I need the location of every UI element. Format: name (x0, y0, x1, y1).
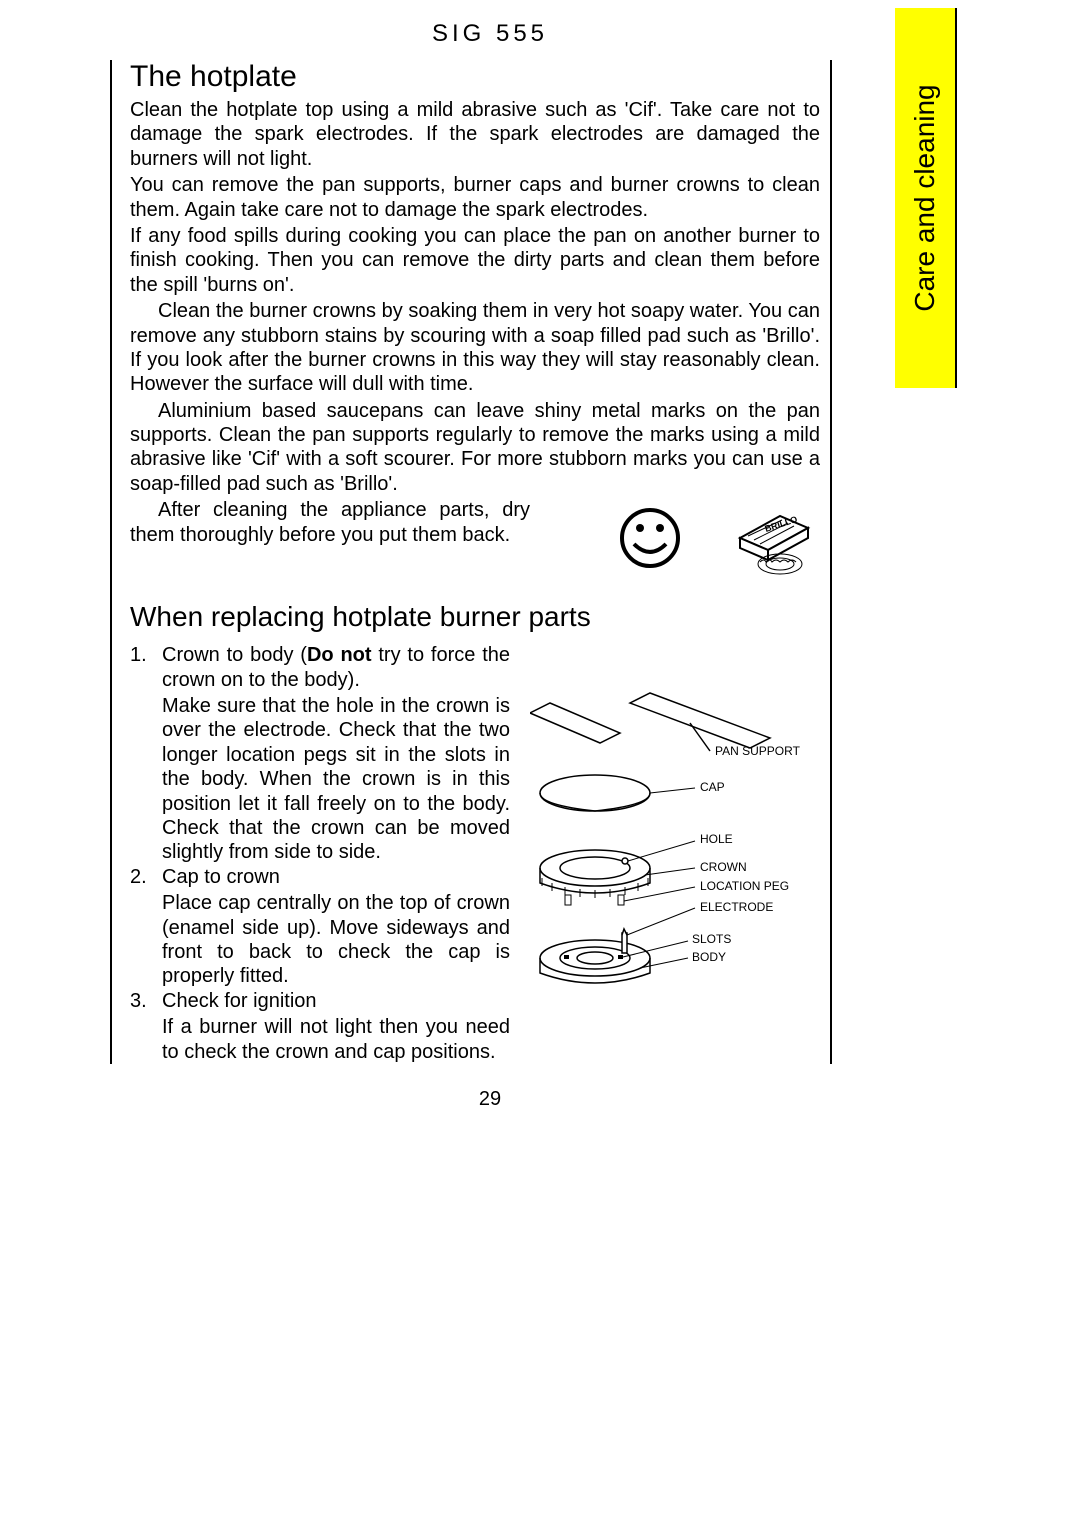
label-cap: CAP (700, 780, 725, 794)
section2-title: When replacing hotplate burner parts (130, 601, 820, 633)
label-hole: HOLE (700, 832, 733, 846)
header-code: SIG 555 (110, 20, 870, 48)
inline-icons: BRILLO (610, 498, 820, 583)
section1-p5: Aluminium based saucepans can leave shin… (130, 399, 820, 497)
section1-title: The hotplate (130, 60, 820, 94)
li-lead: Cap to crown (162, 865, 510, 889)
list-item: 1. Crown to body (Do not try to force th… (130, 643, 510, 865)
label-slots: SLOTS (692, 932, 731, 946)
label-body: BODY (692, 950, 726, 964)
label-pan: PAN SUPPORT (715, 744, 801, 758)
section2-body: 1. Crown to body (Do not try to force th… (130, 643, 820, 1064)
list-item: 2. Cap to crown Place cap centrally on t… (130, 865, 510, 989)
li-lead: Check for ignition (162, 989, 510, 1013)
label-loc: LOCATION PEG (700, 879, 789, 893)
page-number: 29 (110, 1088, 870, 1111)
page-content: SIG 555 The hotplate Clean the hotplate … (110, 20, 870, 1111)
content-columns: The hotplate Clean the hotplate top usin… (110, 60, 870, 1064)
li-lead: Crown to body (Do not try to force the c… (162, 643, 510, 692)
label-crown: CROWN (700, 860, 747, 874)
li-body-text: If a burner will not light then you need… (130, 1015, 510, 1064)
section1-p2: You can remove the pan supports, burner … (130, 173, 820, 222)
li-body-text: Place cap centrally on the top of crown … (130, 891, 510, 989)
side-tab-label: Care and cleaning (909, 84, 941, 311)
section1-p6: After cleaning the appliance parts, dry … (130, 498, 530, 547)
li-lead-bold: Do not (307, 644, 372, 666)
side-tab: Care and cleaning (895, 8, 957, 388)
section1-p3: If any food spills during cooking you ca… (130, 224, 820, 297)
list-area: 1. Crown to body (Do not try to force th… (130, 643, 510, 1064)
li-num: 2. (130, 865, 162, 889)
section1-p4: Clean the burner crowns by soaking them … (130, 299, 820, 397)
label-elec: ELECTRODE (700, 900, 773, 914)
li-num: 3. (130, 989, 162, 1013)
list-item: 3. Check for ignition If a burner will n… (130, 989, 510, 1064)
li-body-text: Make sure that the hole in the crown is … (130, 694, 510, 865)
li-lead-pre: Crown to body ( (162, 644, 307, 666)
section1-p1: Clean the hotplate top using a mild abra… (130, 98, 820, 171)
li-num: 1. (130, 643, 162, 692)
main-column: The hotplate Clean the hotplate top usin… (112, 60, 832, 1064)
burner-diagram: PAN SUPPORT CAP (530, 643, 820, 1064)
